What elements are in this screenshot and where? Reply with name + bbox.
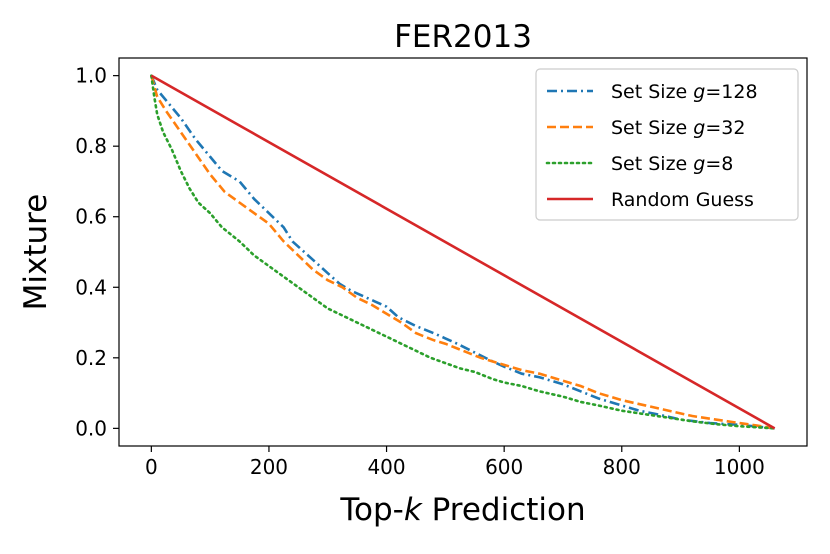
x-axis-label: Top-k Prediction [339,492,585,528]
y-tick-label-2: 0.4 [75,275,107,299]
y-tick-label-4: 0.8 [75,134,107,158]
x-tick-label-4: 800 [603,455,641,479]
x-tick-label-3: 600 [485,455,523,479]
y-tick-label-5: 1.0 [75,64,107,88]
series-line-2 [150,74,776,430]
legend-label-1: Set Size g=32 [611,117,745,139]
plot-frame [118,57,808,447]
x-tick-label-0: 0 [145,455,158,479]
chart-title: FER2013 [394,19,532,55]
x-tick-label-1: 200 [250,455,288,479]
y-tick-label-1: 0.2 [75,346,107,370]
legend-entries: Set Size g=128 Set Size g=32 Set Size g=8 R… [545,81,758,211]
legend-label-0: Set Size g=128 [611,81,758,103]
series-line-3 [150,74,776,430]
series-layer [150,74,776,430]
y-axis-ticks: 0.0 0.2 0.4 0.6 0.8 1.0 [75,64,119,440]
plot-area: 0 200 400 600 800 1000 0.0 0.2 0.4 0.6 0.8 1.0 [75,57,808,479]
x-axis-ticks: 0 200 400 600 800 1000 [145,446,765,479]
x-tick-label-2: 400 [367,455,405,479]
legend-label-3: Random Guess [611,189,754,211]
y-axis-label: Mixture [18,194,54,311]
legend-label-2: Set Size g=8 [611,153,733,175]
legend: Set Size g=128 Set Size g=32 Set Size g=8 R… [535,68,799,221]
x-tick-label-5: 1000 [714,455,765,479]
series-line-1 [150,75,775,430]
legend-frame [535,68,799,221]
y-tick-label-3: 0.6 [75,205,107,229]
y-tick-label-0: 0.0 [75,416,107,440]
